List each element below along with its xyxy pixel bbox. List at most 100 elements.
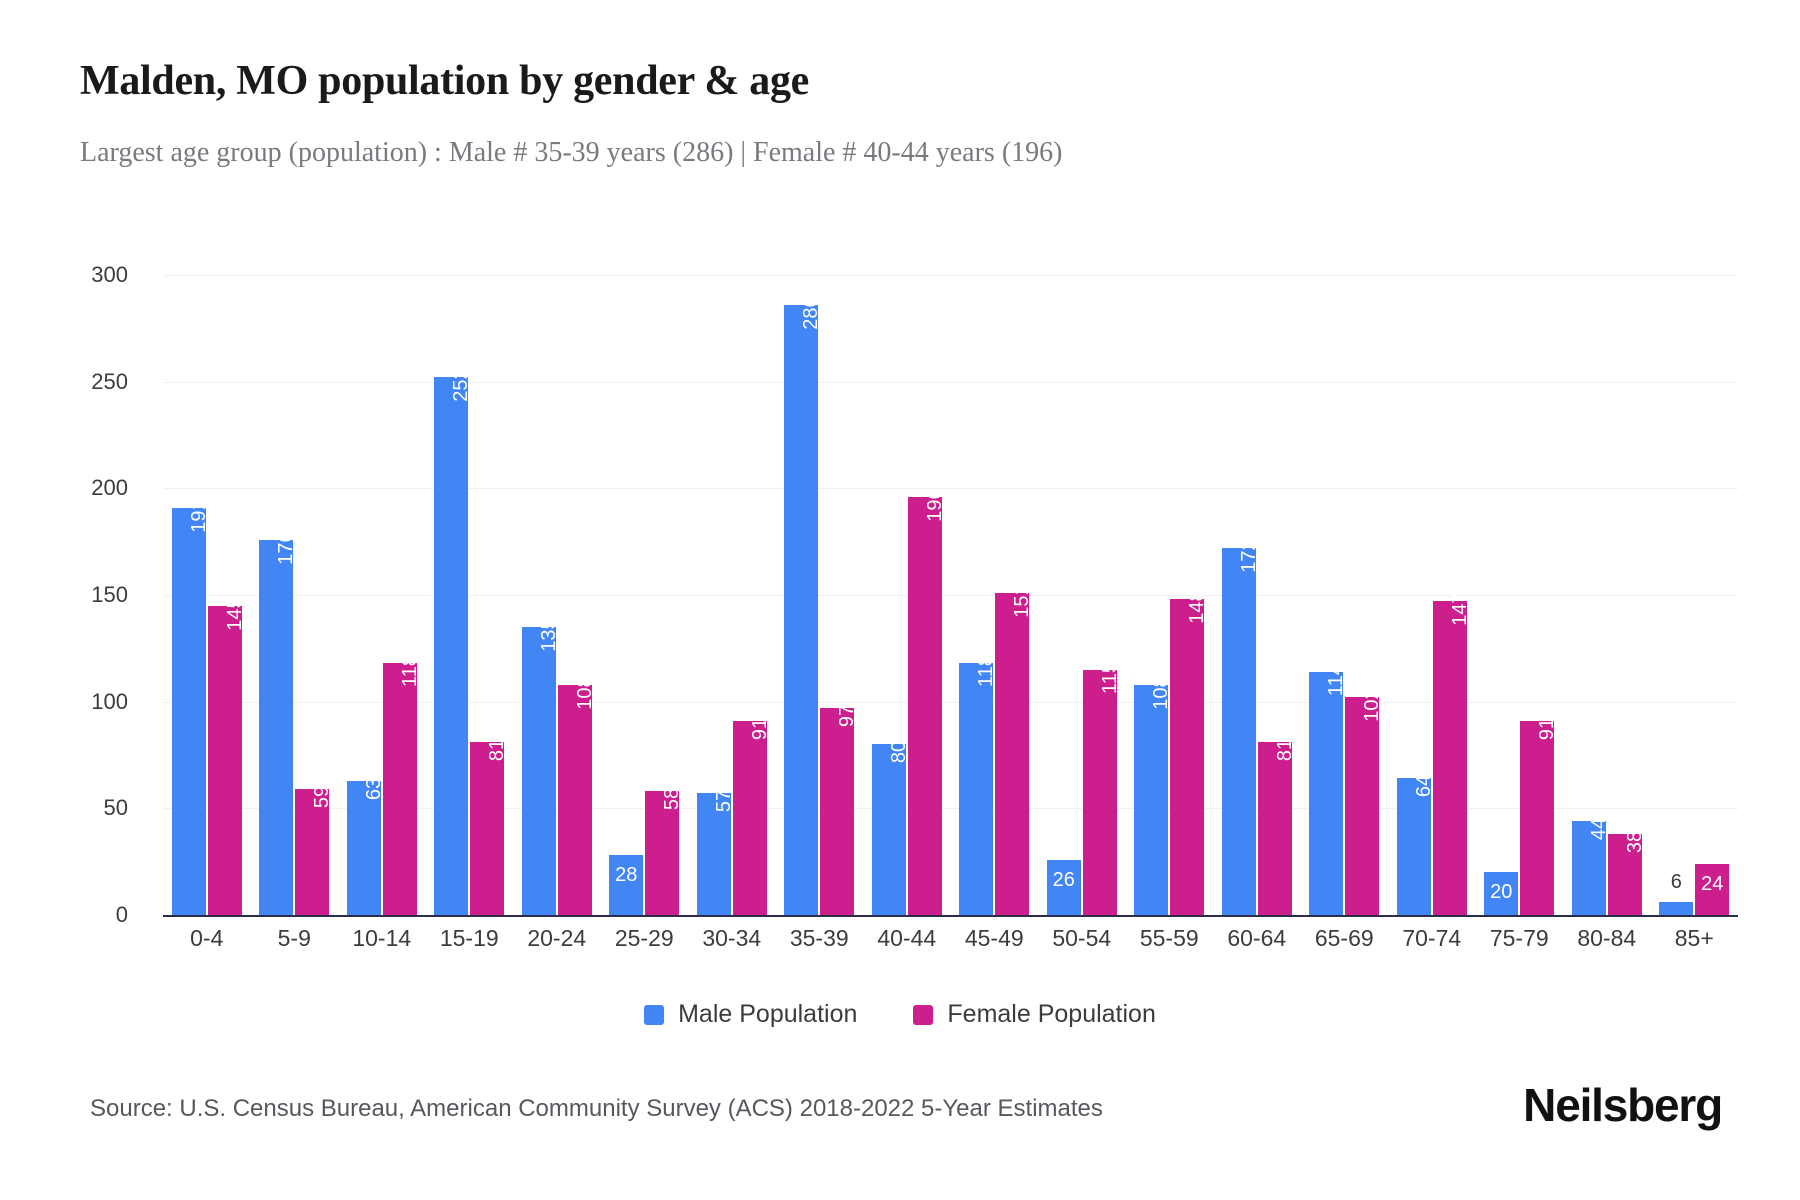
bar-value-label: 57 bbox=[712, 790, 735, 813]
bar-female-55-59[interactable]: 148 bbox=[1170, 591, 1208, 915]
bar-female-10-14[interactable]: 118 bbox=[382, 655, 421, 915]
legend-label-female: Female Population bbox=[947, 1000, 1156, 1028]
bar-value-label: 81 bbox=[486, 739, 509, 762]
bar-female-70-74[interactable]: 147 bbox=[1432, 593, 1471, 915]
bar-value-label: 102 bbox=[1361, 688, 1384, 723]
bar-female-25-29[interactable]: 58 bbox=[645, 788, 684, 915]
gridline-50 bbox=[163, 808, 1738, 810]
y-tick-label-150: 150 bbox=[91, 582, 128, 607]
bar-male-80-84[interactable]: 44 bbox=[1571, 818, 1610, 915]
bar-female-85+[interactable]: 24 bbox=[1695, 863, 1730, 915]
bar-male-5-9[interactable]: 176 bbox=[259, 531, 297, 915]
gridline-300 bbox=[163, 275, 1738, 276]
bar-male-30-34[interactable]: 57 bbox=[696, 790, 735, 915]
bar-value-label: 91 bbox=[748, 717, 771, 740]
x-tick-label-0-4: 0-4 bbox=[190, 925, 224, 951]
x-tick-label-10-14: 10-14 bbox=[352, 925, 412, 951]
bar-female-20-24[interactable]: 108 bbox=[557, 676, 596, 915]
plot-area: 191 145 176 59 63 118 252 81 135 108 28 58 57 91 286 97… bbox=[163, 275, 1738, 917]
bar-value-label: 191 bbox=[187, 498, 210, 533]
gridline-200 bbox=[163, 488, 1738, 490]
bar-female-65-69[interactable]: 102 bbox=[1345, 689, 1383, 915]
bar-group-25-29: 28 58 bbox=[601, 275, 689, 915]
bar-male-50-54[interactable]: 26 bbox=[1046, 859, 1081, 915]
bar-male-15-19[interactable]: 252 bbox=[434, 369, 472, 915]
bar-value-label: 20 bbox=[1490, 881, 1513, 904]
gridline-250 bbox=[163, 381, 1738, 383]
x-axis-labels: 0-4 5-9 10-14 15-19 20-24 25-29 30-34 35-39 40-4… bbox=[163, 925, 1738, 965]
bar-female-40-44[interactable]: 196 bbox=[907, 488, 946, 915]
bar-value-label: 147 bbox=[1448, 592, 1471, 627]
bar-group-50-54: 26 115 bbox=[1038, 275, 1126, 915]
bar-male-10-14[interactable]: 63 bbox=[346, 777, 385, 915]
bar-value-label: 80 bbox=[887, 741, 910, 764]
legend-swatch-male bbox=[644, 1004, 665, 1025]
bar-value-label: 145 bbox=[223, 596, 246, 631]
legend-item-female[interactable]: Female Population bbox=[913, 1000, 1156, 1029]
bar-group-55-59: 108 148 bbox=[1126, 275, 1214, 915]
bar-group-75-79: 20 91 bbox=[1476, 275, 1564, 915]
bar-value-label: 108 bbox=[573, 675, 596, 710]
bar-group-65-69: 114 102 bbox=[1301, 275, 1389, 915]
bar-group-85+: 6 24 bbox=[1651, 275, 1739, 915]
bar-male-40-44[interactable]: 80 bbox=[871, 741, 910, 915]
x-tick-label-5-9: 5-9 bbox=[277, 925, 311, 951]
brand-logo: Neilsberg bbox=[1523, 1079, 1723, 1131]
bar-male-45-49[interactable]: 118 bbox=[959, 655, 997, 915]
bar-male-65-69[interactable]: 114 bbox=[1309, 664, 1347, 915]
bar-male-35-39[interactable]: 286 bbox=[784, 296, 822, 915]
legend-swatch-female bbox=[913, 1004, 934, 1025]
y-tick-label-0: 0 bbox=[115, 902, 128, 927]
bar-group-40-44: 80 196 bbox=[863, 275, 951, 915]
bar-male-0-4[interactable]: 191 bbox=[171, 499, 210, 915]
x-tick-label-65-69: 65-69 bbox=[1314, 925, 1374, 951]
bar-male-75-79[interactable]: 20 bbox=[1484, 872, 1519, 915]
bar-female-50-54[interactable]: 115 bbox=[1082, 662, 1121, 915]
bar-male-60-64[interactable]: 172 bbox=[1221, 539, 1260, 915]
bar-female-80-84[interactable]: 38 bbox=[1607, 830, 1646, 915]
bar-male-25-29[interactable]: 28 bbox=[609, 855, 644, 915]
bar-value-label: 118 bbox=[975, 655, 998, 688]
x-tick-label-15-19: 15-19 bbox=[439, 925, 499, 951]
bar-female-35-39[interactable]: 97 bbox=[820, 705, 858, 915]
bar-value-label: 91 bbox=[1536, 717, 1559, 740]
legend-item-male[interactable]: Male Population bbox=[644, 1000, 857, 1029]
bar-female-75-79[interactable]: 91 bbox=[1520, 717, 1559, 915]
bar-male-85+[interactable]: 6 bbox=[1659, 872, 1694, 915]
bar-male-55-59[interactable]: 108 bbox=[1134, 676, 1172, 915]
bar-female-5-9[interactable]: 59 bbox=[295, 786, 333, 915]
bar-value-label: 38 bbox=[1623, 830, 1646, 854]
bar-value-label: 196 bbox=[923, 488, 946, 522]
bar-group-30-34: 57 91 bbox=[688, 275, 776, 915]
bar-value-label: 286 bbox=[800, 296, 823, 330]
bar-value-label: 24 bbox=[1701, 872, 1724, 895]
bar-female-60-64[interactable]: 81 bbox=[1257, 739, 1296, 915]
x-tick-label-35-39: 35-39 bbox=[789, 925, 849, 951]
x-tick-label-50-54: 50-54 bbox=[1052, 925, 1112, 951]
bar-female-0-4[interactable]: 145 bbox=[207, 597, 246, 915]
y-tick-label-250: 250 bbox=[91, 368, 128, 394]
chart-legend: Male Population Female Population bbox=[0, 1000, 1800, 1029]
gridline-0 bbox=[163, 915, 1738, 917]
bar-group-45-49: 118 151 bbox=[951, 275, 1039, 915]
bar-female-45-49[interactable]: 151 bbox=[995, 584, 1033, 915]
bar-female-30-34[interactable]: 91 bbox=[732, 717, 771, 915]
bar-value-label: 58 bbox=[661, 788, 684, 811]
bar-value-label: 26 bbox=[1052, 868, 1075, 891]
gridline-150 bbox=[163, 595, 1738, 596]
bar-female-15-19[interactable]: 81 bbox=[470, 739, 509, 915]
page-subtitle: Largest age group (population) : Male # … bbox=[80, 137, 1063, 168]
source-note: Source: U.S. Census Bureau, American Com… bbox=[90, 1095, 1103, 1122]
bar-value-label: 64 bbox=[1412, 775, 1435, 798]
bar-value-label: 6 bbox=[1670, 871, 1682, 894]
bar-group-80-84: 44 38 bbox=[1563, 275, 1651, 915]
bar-male-20-24[interactable]: 135 bbox=[521, 618, 560, 915]
bar-value-label: 118 bbox=[398, 655, 421, 688]
y-tick-label-50: 50 bbox=[103, 795, 128, 821]
bar-male-70-74[interactable]: 64 bbox=[1396, 775, 1435, 915]
bar-value-label: 252 bbox=[450, 368, 473, 403]
gridlines bbox=[163, 275, 1738, 917]
bar-groups: 191 145 176 59 63 118 252 81 135 108 28 58 57 91 286 97… bbox=[163, 275, 1738, 915]
bar-value-label: 172 bbox=[1237, 539, 1260, 573]
bar-group-20-24: 135 108 bbox=[513, 275, 601, 915]
